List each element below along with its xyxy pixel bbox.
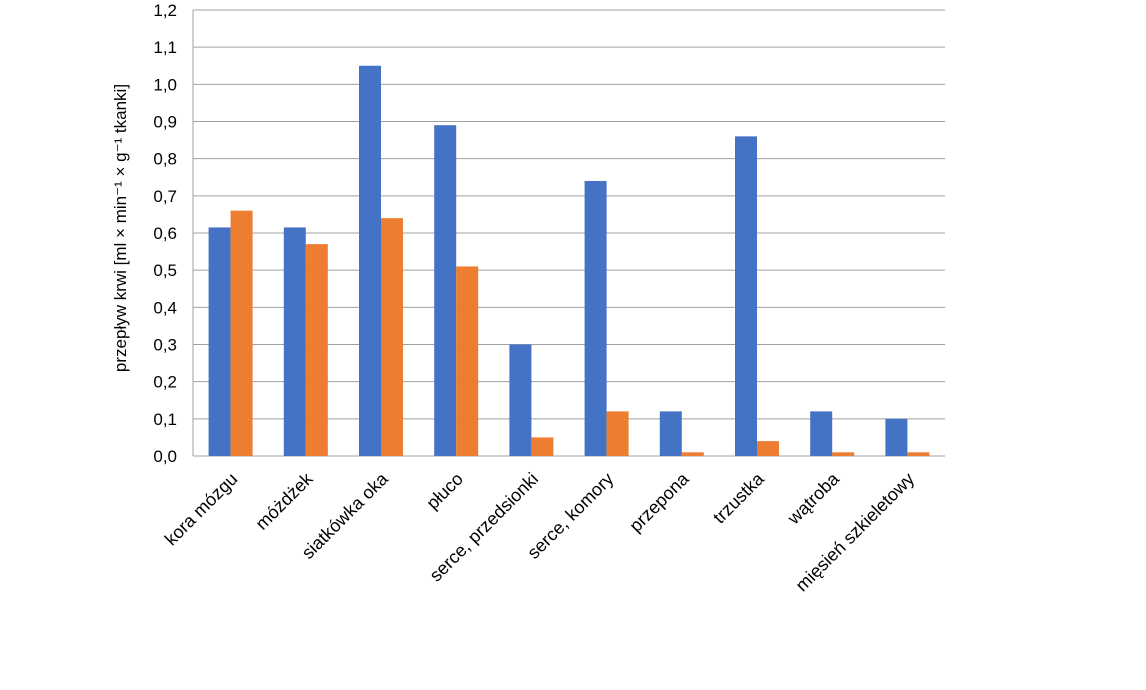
y-tick-label: 1,2: [153, 1, 177, 20]
x-tick-label: wątroba: [783, 468, 844, 529]
bar: [434, 125, 457, 456]
x-tick-label: płuco: [422, 469, 467, 514]
y-tick-label: 0,8: [153, 150, 177, 169]
bar: [606, 411, 629, 456]
x-tick-label: móżdżek: [252, 468, 318, 534]
bar: [681, 452, 704, 456]
bar: [305, 244, 328, 456]
bar: [832, 452, 855, 456]
x-tick-label: przepona: [625, 468, 693, 536]
x-tick-label: trzustka: [709, 468, 768, 527]
y-axis-label: przepływ krwi [ml × min⁻¹ × g⁻¹ tkanki]: [111, 84, 130, 372]
y-tick-label: 0,9: [153, 113, 177, 132]
y-tick-label: 0,7: [153, 187, 177, 206]
bar: [208, 227, 231, 456]
y-tick-label: 0,1: [153, 410, 177, 429]
x-tick-label: kora mózgu: [161, 469, 242, 550]
bar: [907, 452, 930, 456]
bar: [381, 218, 403, 456]
y-tick-label: 0,0: [153, 447, 177, 466]
bar: [283, 227, 306, 456]
y-tick-label: 1,1: [153, 38, 177, 57]
bar: [509, 344, 532, 456]
y-tick-label: 0,3: [153, 336, 177, 355]
y-tick-label: 1,0: [153, 75, 177, 94]
bar: [810, 411, 833, 456]
y-tick-label: 0,4: [153, 298, 177, 317]
y-tick-label: 0,2: [153, 373, 177, 392]
bar: [359, 65, 381, 456]
bar: [659, 411, 682, 456]
bar: [584, 180, 607, 456]
bar: [885, 418, 908, 456]
bar: [456, 266, 479, 456]
y-tick-label: 0,6: [153, 224, 177, 243]
bar: [531, 437, 554, 456]
bar: [735, 136, 757, 456]
bar: [230, 210, 253, 456]
y-tick-label: 0,5: [153, 261, 177, 280]
bar: [757, 441, 779, 456]
